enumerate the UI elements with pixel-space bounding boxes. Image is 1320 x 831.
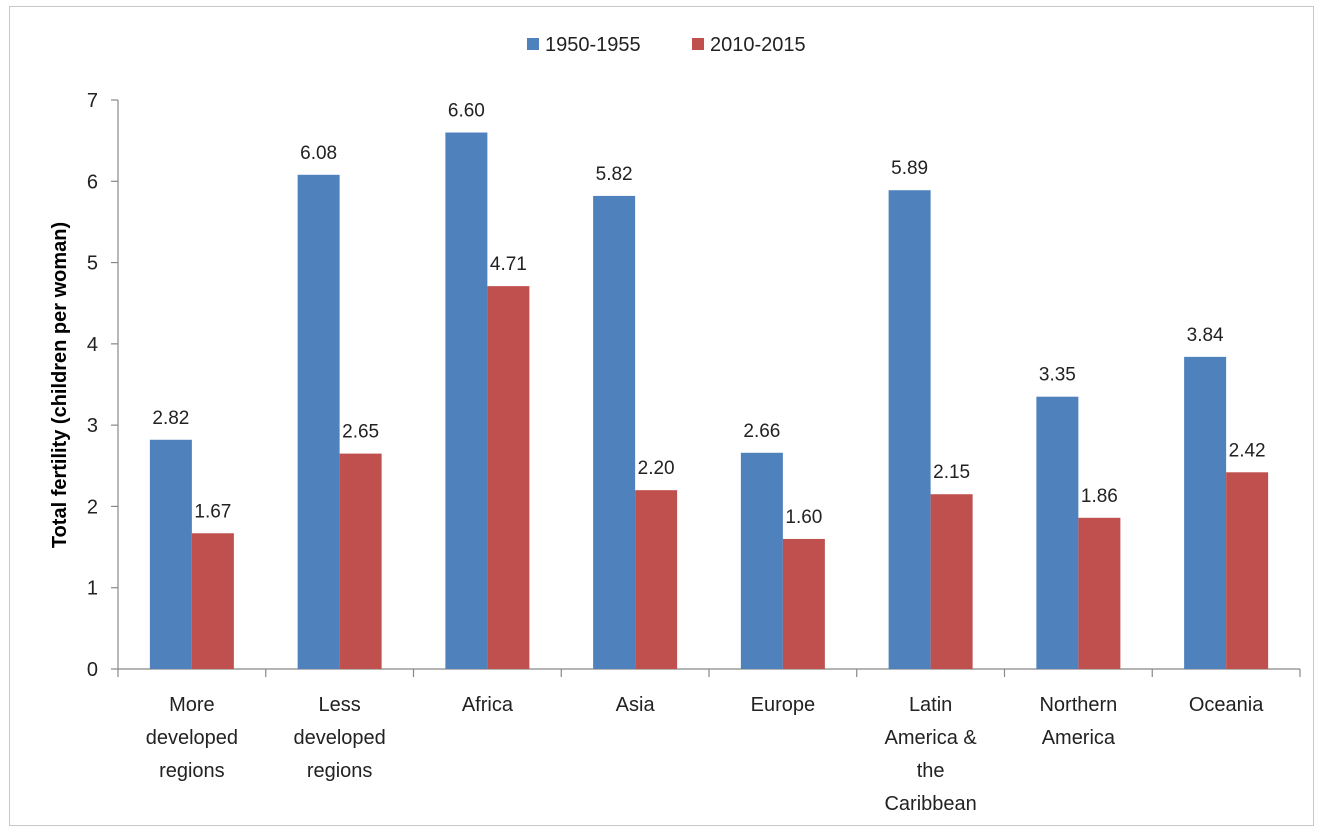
legend: 1950-1955 2010-2015 bbox=[527, 34, 806, 56]
y-tick-label: 5 bbox=[87, 253, 98, 275]
data-label: 2.20 bbox=[638, 458, 675, 479]
data-label: 2.66 bbox=[743, 421, 780, 442]
bar bbox=[635, 490, 678, 669]
legend-swatch bbox=[527, 38, 539, 50]
data-label: 5.89 bbox=[891, 158, 928, 179]
x-tick-label: More developed regions bbox=[146, 694, 238, 782]
legend-swatch bbox=[692, 38, 704, 50]
data-label: 1.86 bbox=[1081, 486, 1118, 507]
x-tick-label: Northern America bbox=[1039, 694, 1117, 749]
bar bbox=[930, 494, 973, 669]
y-tick-label: 7 bbox=[87, 90, 98, 112]
x-tick-label-line: More bbox=[169, 694, 215, 716]
y-axis-label: Total fertility (children per woman) bbox=[49, 222, 71, 548]
x-tick-label-line: developed bbox=[293, 727, 385, 749]
x-tick-label-line: Africa bbox=[462, 694, 514, 716]
x-tick-label-line: Latin bbox=[909, 694, 952, 716]
bar bbox=[593, 195, 636, 669]
data-label: 3.35 bbox=[1039, 365, 1076, 386]
x-tick-label-line: America & bbox=[885, 727, 978, 749]
x-tick-label-line: Less bbox=[319, 694, 361, 716]
data-label: 2.82 bbox=[152, 408, 189, 429]
y-tick-label: 2 bbox=[87, 496, 98, 518]
y-tick-label: 6 bbox=[87, 171, 98, 193]
data-label: 4.71 bbox=[490, 254, 527, 275]
x-tick-label-line: Oceania bbox=[1189, 694, 1264, 716]
data-label: 5.82 bbox=[596, 164, 633, 185]
data-label: 2.15 bbox=[933, 462, 970, 483]
data-label: 6.08 bbox=[300, 143, 337, 164]
data-label: 1.60 bbox=[785, 507, 822, 528]
x-tick-label-line: Northern bbox=[1039, 694, 1117, 716]
data-labels: 2.82 6.08 6.60 5.82 2.66 5.89 3.35 3.84 1.67 2.65… bbox=[152, 101, 1265, 528]
bar bbox=[1226, 472, 1269, 669]
x-tick-label-line: Caribbean bbox=[884, 793, 976, 815]
legend-label: 2010-2015 bbox=[710, 34, 806, 56]
bar bbox=[149, 439, 192, 669]
bar bbox=[445, 132, 488, 669]
x-tick-label: Africa bbox=[462, 694, 514, 716]
x-tick-label-line: developed bbox=[146, 727, 238, 749]
x-tick-label-line: regions bbox=[159, 760, 225, 782]
y-tick-label: 0 bbox=[87, 659, 98, 681]
data-label: 1.67 bbox=[194, 501, 231, 522]
x-tick-label-line: the bbox=[917, 760, 945, 782]
bar bbox=[191, 533, 234, 669]
bar bbox=[1078, 517, 1121, 669]
bar bbox=[1184, 356, 1227, 669]
bar bbox=[487, 286, 530, 669]
x-tick-label: Europe bbox=[751, 694, 816, 716]
x-tick-label-line: America bbox=[1042, 727, 1116, 749]
chart-frame bbox=[9, 6, 1314, 826]
data-label: 2.42 bbox=[1229, 440, 1266, 461]
bar bbox=[740, 452, 783, 669]
x-tick-label-line: regions bbox=[307, 760, 373, 782]
bar bbox=[1036, 396, 1079, 669]
legend-label: 1950-1955 bbox=[545, 34, 641, 56]
y-tick-label: 3 bbox=[87, 415, 98, 437]
bar bbox=[297, 174, 340, 670]
y-tick-label: 1 bbox=[87, 578, 98, 600]
bars bbox=[149, 132, 1269, 670]
x-tick-label: Latin America & the Caribbean bbox=[884, 694, 977, 815]
bar bbox=[888, 190, 931, 669]
x-tick-label: Asia bbox=[616, 694, 656, 716]
x-tick-label: Oceania bbox=[1189, 694, 1264, 716]
x-tick-label: Less developed regions bbox=[293, 694, 385, 782]
axes: 0 1 2 3 4 5 6 7 More developed regions Less develope… bbox=[87, 90, 1301, 815]
data-label: 2.65 bbox=[342, 422, 379, 443]
bar bbox=[339, 453, 382, 669]
x-tick-label-line: Asia bbox=[616, 694, 656, 716]
data-label: 6.60 bbox=[448, 101, 485, 122]
y-tick-label: 4 bbox=[87, 334, 98, 356]
bar bbox=[782, 538, 825, 669]
data-label: 3.84 bbox=[1187, 325, 1224, 346]
x-tick-label-line: Europe bbox=[751, 694, 816, 716]
